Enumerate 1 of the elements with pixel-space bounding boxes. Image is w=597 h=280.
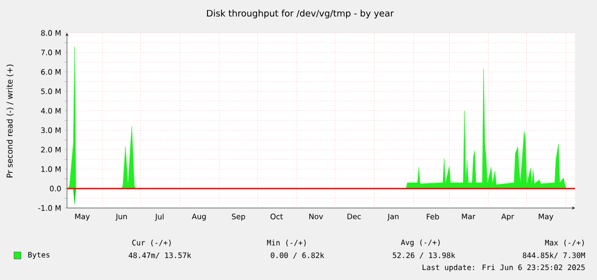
chart-title: Disk throughput for /dev/vg/tmp - by year [207, 10, 394, 18]
